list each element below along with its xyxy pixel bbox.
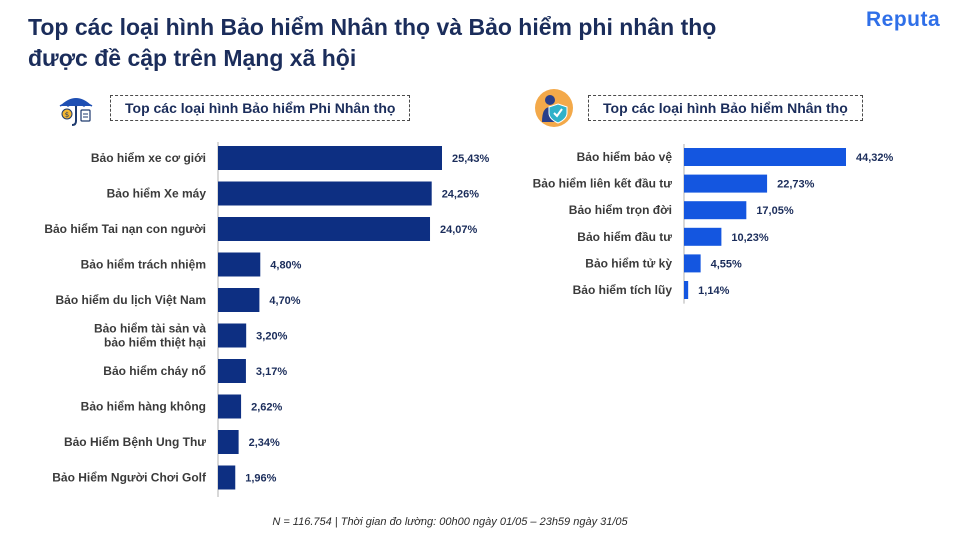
left-bar-chart: Bảo hiểm xe cơ giới 25,43% Bảo hiểm Xe máy… (44, 142, 490, 497)
left-chart-bar (218, 323, 247, 348)
left-chart-value-label: 2,62% (251, 402, 282, 414)
left-chart-value-label: 24,07% (440, 224, 478, 236)
left-chart-title: Top các loại hình Bảo hiểm Phi Nhân thọ (110, 95, 411, 121)
left-chart-bar (218, 146, 442, 170)
left-chart-category-label: Bảo hiểm du lịch Việt Nam (56, 293, 206, 307)
left-chart-bar (218, 181, 432, 206)
right-chart-bar (684, 201, 747, 220)
left-chart-category-label: Bảo Hiểm Bệnh Ung Thư (64, 435, 206, 449)
footnote: N = 116.754 | Thời gian đo lường: 00h00 … (272, 516, 628, 528)
umbrella-money-icon: $ (59, 98, 93, 126)
left-chart-category-label: Bảo hiểm tài sản và (94, 322, 206, 336)
left-chart-category-label: Bảo hiểm trách nhiệm (81, 258, 206, 272)
left-chart-value-label: 25,43% (452, 153, 490, 165)
left-chart-value-label: 24,26% (442, 189, 480, 201)
left-chart-bar (218, 394, 242, 419)
right-chart-value-label: 17,05% (756, 205, 794, 217)
left-chart-category-label: Bảo Hiểm Người Chơi Golf (52, 471, 207, 485)
right-chart-category-label: Bảo hiểm bảo vệ (577, 150, 673, 164)
person-shield-icon (535, 89, 573, 127)
left-chart-value-label: 3,20% (256, 331, 287, 343)
left-chart-category-label: Bảo hiểm hàng không (81, 400, 206, 414)
right-chart-title: Top các loại hình Bảo hiểm Nhân thọ (588, 95, 863, 121)
right-chart-bar (684, 174, 768, 193)
left-chart-value-label: 4,80% (270, 260, 301, 272)
left-chart-category-label: Bảo hiểm Tai nạn con người (44, 222, 206, 236)
left-chart-value-label: 1,96% (245, 473, 276, 485)
right-chart-value-label: 4,55% (711, 258, 742, 270)
left-chart-category-label: Bảo hiểm cháy nổ (103, 364, 206, 378)
right-chart-category-label: Bảo hiểm liên kết đầu tư (533, 177, 673, 191)
left-chart-category-label: Bảo hiểm Xe máy (107, 187, 207, 201)
left-chart-category-label: Bảo hiểm xe cơ giới (91, 151, 206, 165)
page-title-line-1: Top các loại hình Bảo hiểm Nhân thọ và B… (28, 14, 717, 40)
page-title-line-2: được đề cập trên Mạng xã hội (28, 45, 357, 71)
left-chart-bar (218, 288, 260, 312)
right-chart-category-label: Bảo hiểm trọn đời (569, 203, 672, 217)
left-chart-bar (218, 465, 236, 490)
right-chart-bar (684, 281, 689, 299)
svg-text:$: $ (65, 111, 69, 119)
left-chart-bar (218, 217, 431, 241)
left-chart-bar (218, 252, 261, 277)
right-chart-value-label: 44,32% (856, 152, 894, 164)
right-chart-bar (684, 254, 701, 273)
left-chart-bar (218, 359, 246, 383)
left-panel-header: $ Top các loại hình Bảo hiểm Phi Nhân th… (56, 88, 411, 128)
right-chart-value-label: 10,23% (731, 232, 769, 244)
brand-logo: Reputa (866, 8, 941, 31)
right-panel-header: Top các loại hình Bảo hiểm Nhân thọ (534, 88, 863, 128)
right-chart-category-label: Bảo hiểm đầu tư (577, 230, 672, 244)
right-chart-category-label: Bảo hiểm tích lũy (573, 283, 673, 297)
left-chart-value-label: 2,34% (249, 437, 280, 449)
right-chart-value-label: 22,73% (777, 179, 815, 191)
right-chart-value-label: 1,14% (698, 285, 729, 297)
left-chart-value-label: 4,70% (269, 295, 300, 307)
right-bar-chart: Bảo hiểm bảo vệ 44,32% Bảo hiểm liên kết đ… (533, 144, 894, 304)
page-title: Top các loại hình Bảo hiểm Nhân thọ và B… (28, 12, 848, 74)
left-chart-category-label: bảo hiểm thiệt hại (104, 336, 206, 350)
right-chart-category-label: Bảo hiểm tử kỳ (585, 256, 672, 270)
right-chart-bar (684, 227, 722, 246)
left-chart-value-label: 3,17% (256, 366, 287, 378)
right-chart-bar (684, 148, 846, 166)
left-chart-bar (218, 430, 239, 454)
